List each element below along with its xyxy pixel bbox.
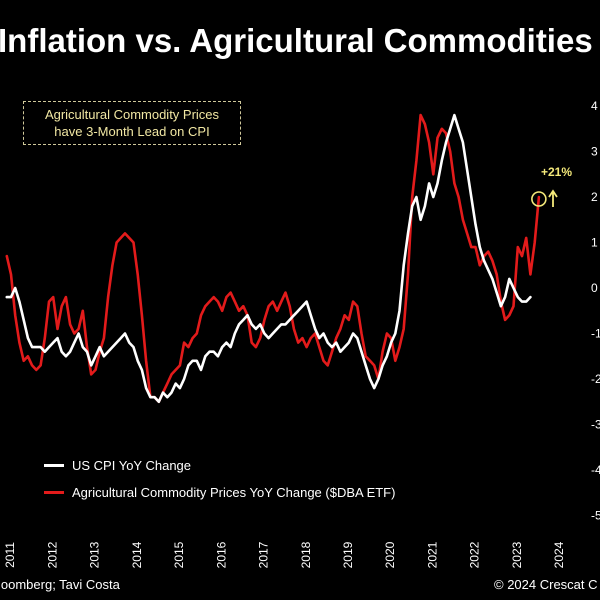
right-axis-tick-label: -1 [591,327,600,341]
x-tick-label: 2017 [257,541,271,568]
right-axis-tick-label: -2 [591,372,600,386]
legend-swatch-ag [44,490,64,494]
lead-annotation-box: Agricultural Commodity Prices have 3-Mon… [23,101,241,145]
x-tick-label: 2015 [172,541,186,568]
right-axis-tick-label: -5 [591,509,600,523]
series-lines [5,113,541,404]
x-tick-label: 2023 [510,541,524,568]
right-axis-tick-label: -3 [591,418,600,432]
callout-marks [531,189,558,207]
source-text: loomberg; Tavi Costa [0,577,120,592]
chart-title: Inflation vs. Agricultural Commodities [0,22,593,59]
legend-item-cpi: US CPI YoY Change [44,456,395,474]
ag-series-line [5,113,541,404]
legend-label-ag: Agricultural Commodity Prices YoY Change… [72,484,396,500]
annotation-line-1: Agricultural Commodity Prices [44,107,220,122]
callout-circle [531,191,547,207]
x-tick-label: 2018 [299,541,313,568]
right-axis-tick-label: -4 [591,463,600,477]
x-tick-label: 2020 [383,541,397,568]
cpi-series-line [5,113,532,404]
right-axis-ticks: 4 3 2 1 0 -1 -2 -3 -4 -5 [591,99,600,523]
x-tick-label: 2021 [425,541,439,568]
right-axis-tick-label: 2 [591,190,598,204]
right-axis-tick-label: 4 [591,99,598,113]
annotation-line-2: have 3-Month Lead on CPI [54,124,210,139]
x-tick-label: 2011 [3,542,17,568]
right-axis-tick-label: 1 [591,236,598,250]
legend-label-cpi: US CPI YoY Change [72,457,192,473]
x-tick-label: 2014 [130,541,144,568]
x-tick-label: 2022 [468,541,482,568]
x-tick-label: 2016 [214,541,228,568]
up-arrow-icon [548,189,558,207]
legend: US CPI YoY Change Agricultural Commodity… [44,456,395,510]
right-axis-tick-label: 3 [591,145,598,159]
legend-item-ag: Agricultural Commodity Prices YoY Change… [44,483,395,501]
x-axis-ticks: 2011 2012 2013 2014 2015 2016 2017 2018 2019 2020… [3,541,566,568]
legend-swatch-cpi [44,463,64,467]
x-tick-label: 2013 [88,541,102,568]
x-tick-label: 2019 [341,541,355,568]
callout-label: +21% [541,165,573,179]
x-tick-label: 2024 [552,541,566,568]
right-axis-tick-label: 0 [591,281,598,295]
x-tick-label: 2012 [45,541,59,568]
copyright-text: © 2024 Crescat C [494,577,598,592]
